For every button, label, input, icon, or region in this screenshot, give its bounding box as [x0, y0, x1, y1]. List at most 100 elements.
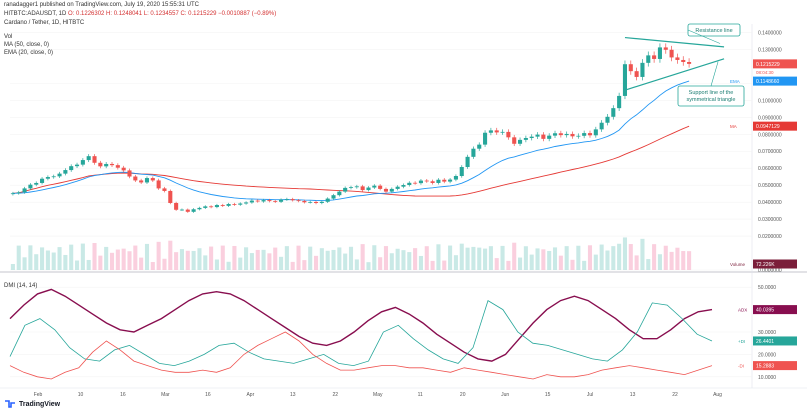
candle-body	[273, 201, 278, 202]
volume-bar	[22, 257, 27, 270]
volume-bar	[378, 257, 383, 270]
dmi-title: DMI (14, 14)	[4, 283, 38, 289]
volume-bar	[255, 249, 260, 270]
indicator-ma: MA (50, close, 0)	[4, 42, 50, 48]
time-tick-label: 13	[630, 392, 636, 398]
candle-body	[226, 204, 231, 206]
volume-bar	[348, 246, 354, 270]
candle-body	[191, 209, 196, 212]
candle-body	[564, 133, 569, 136]
volume-bar	[506, 260, 511, 270]
candle-body	[576, 135, 581, 137]
price-tick-label: 0.0000000	[758, 268, 782, 274]
candle-body	[436, 179, 441, 183]
price-tick-label: 0.0600000	[758, 166, 782, 172]
dmi-value: 15.2883	[756, 364, 774, 370]
volume-bar	[98, 255, 103, 270]
volume-bar	[156, 241, 161, 270]
volume-bar	[16, 245, 21, 270]
volume-bar	[115, 249, 120, 270]
candle-body	[506, 131, 511, 138]
volume-bar	[74, 260, 80, 270]
candle-body	[185, 209, 190, 212]
volume-bar	[220, 245, 225, 270]
volume-bar	[209, 246, 214, 270]
volume-bar	[535, 248, 540, 270]
candle-body	[354, 186, 359, 188]
time-tick-label: 22	[333, 392, 339, 398]
volume-bar	[407, 252, 412, 270]
dmi-value: 40.0395	[756, 308, 774, 314]
volume-bar	[45, 250, 50, 270]
volume-bar	[401, 250, 406, 270]
time-tick-label: Mar	[161, 392, 170, 398]
volume-bar	[605, 250, 610, 270]
candle-body	[279, 199, 284, 202]
candle-body	[587, 133, 593, 136]
candle-body	[139, 180, 144, 183]
candle-body	[611, 108, 616, 117]
volume-bar	[144, 243, 150, 270]
volume-bar	[459, 243, 464, 270]
volume-bar	[244, 247, 249, 270]
dmi-series-name: ADX	[738, 308, 747, 313]
candle-body	[646, 55, 651, 63]
dmi-minus-di-line	[9, 331, 713, 380]
candle-body	[675, 57, 680, 60]
volume-bar	[308, 246, 313, 270]
volume-bar	[168, 240, 173, 270]
candle-body	[197, 207, 202, 210]
candle-body	[663, 47, 668, 50]
time-tick-label: Apr	[246, 392, 254, 398]
price-tick-label: 0.0700000	[758, 149, 782, 155]
candle-body	[570, 133, 575, 137]
candle-body	[302, 200, 307, 203]
support-callout-label: Support line of the	[689, 90, 734, 96]
dmi-tick-label: 10.0000	[758, 375, 776, 381]
candle-body	[418, 180, 423, 184]
volume-bar	[593, 254, 598, 270]
candle-body	[634, 71, 639, 77]
candle-body	[261, 200, 266, 202]
candle-body	[168, 190, 173, 203]
candle-body	[529, 136, 534, 139]
volume-bar	[372, 245, 377, 270]
dmi-plusminus-di-line	[9, 299, 713, 367]
volume-bar	[121, 248, 126, 270]
volume-bar	[681, 251, 686, 270]
time-tick-label: 15	[545, 392, 551, 398]
volume-bar	[657, 254, 662, 270]
candle-body	[267, 200, 272, 202]
candle-body	[86, 156, 91, 161]
candle-body	[622, 64, 628, 96]
volume-bar	[413, 248, 418, 270]
candle-body	[179, 209, 184, 211]
volume-bar	[69, 244, 74, 270]
candle-body	[430, 181, 435, 183]
candle-body	[74, 164, 80, 167]
candle-body	[220, 205, 225, 206]
volume-bar	[325, 250, 330, 270]
volume-bar	[267, 253, 272, 270]
volume-bar	[92, 242, 97, 270]
candle-body	[244, 202, 249, 204]
candle-body	[296, 200, 301, 202]
last-price-value: 0.1215229	[756, 62, 780, 68]
volume-bar	[576, 245, 581, 270]
volume-bar	[104, 246, 109, 270]
candle-body	[51, 176, 56, 178]
candle-body	[313, 201, 319, 203]
candle-body	[28, 184, 33, 189]
candle-body	[652, 55, 657, 59]
volume-bar	[529, 254, 534, 270]
candle-body	[174, 202, 179, 210]
dmi-series-name: +DI	[738, 339, 745, 344]
candle-body	[523, 138, 528, 140]
price-axis: 0.14000000.13000000.11000000.10000000.09…	[730, 30, 797, 274]
volume-bar	[570, 259, 575, 270]
price-tick-label: 0.0400000	[758, 200, 782, 206]
candle-body	[10, 193, 15, 195]
candle-body	[494, 130, 499, 133]
volume-bar	[232, 245, 237, 270]
candle-body	[459, 167, 464, 177]
